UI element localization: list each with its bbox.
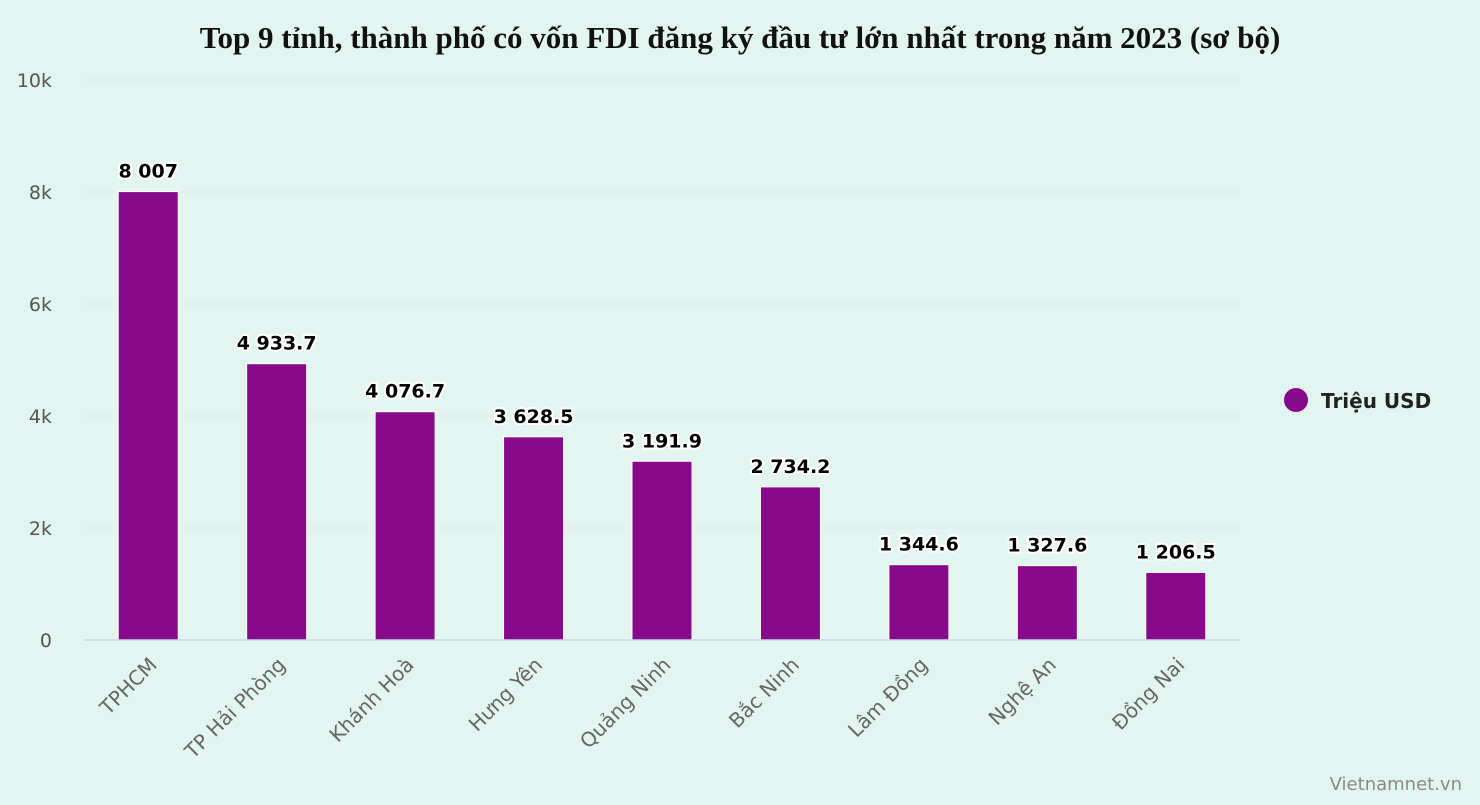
legend-swatch[interactable] bbox=[1284, 388, 1308, 412]
x-tick-label: Quảng Ninh bbox=[575, 653, 676, 754]
bar[interactable] bbox=[1145, 571, 1207, 641]
x-tick-label: Hưng Yên bbox=[464, 653, 547, 736]
bar[interactable] bbox=[1016, 565, 1078, 641]
y-tick-label: 2k bbox=[29, 518, 52, 540]
data-label: 3 191.9 bbox=[622, 430, 702, 452]
data-label: 1 344.6 bbox=[879, 534, 959, 556]
x-axis: TPHCM TP Hải Phòng Khánh Hoà Hưng Yên Quảng … bbox=[84, 639, 1240, 764]
legend[interactable]: Triệu USD bbox=[1284, 388, 1431, 413]
data-label: 1 206.5 bbox=[1136, 541, 1216, 563]
bar[interactable] bbox=[246, 363, 308, 641]
y-tick-label: 4k bbox=[29, 406, 52, 428]
source-credit: Vietnamnet.vn bbox=[1330, 774, 1462, 795]
y-tick-label: 10k bbox=[17, 70, 52, 92]
bar-series: 8 007 4 933.7 4 076.7 3 628.5 3 191.9 2 734.2… bbox=[116, 159, 1218, 641]
data-label: 2 734.2 bbox=[750, 456, 830, 478]
y-tick-label: 6k bbox=[29, 294, 52, 316]
chart-title: Top 9 tỉnh, thành phố có vốn FDI đăng ký… bbox=[200, 20, 1281, 55]
bar[interactable] bbox=[759, 486, 821, 641]
x-tick-label: Bắc Ninh bbox=[724, 653, 804, 733]
data-label: 3 628.5 bbox=[494, 406, 574, 428]
y-tick-label: 8k bbox=[29, 182, 52, 204]
bar[interactable] bbox=[117, 191, 179, 641]
x-tick-label: Khánh Hoà bbox=[324, 653, 418, 747]
data-label: 4 076.7 bbox=[365, 381, 445, 403]
x-tick-label: Nghệ An bbox=[984, 653, 1061, 730]
x-tick-label: Lâm Đồng bbox=[843, 653, 932, 742]
x-tick-label: TPHCM bbox=[94, 653, 162, 721]
bar[interactable] bbox=[374, 411, 436, 641]
y-tick-label: 0 bbox=[40, 630, 52, 652]
data-label: 4 933.7 bbox=[237, 333, 317, 355]
y-axis: 0 2k 4k 6k 8k 10k bbox=[17, 70, 52, 652]
bar[interactable] bbox=[888, 564, 950, 641]
legend-label[interactable]: Triệu USD bbox=[1321, 389, 1431, 413]
x-tick-label: Đồng Nai bbox=[1107, 653, 1189, 735]
data-label: 8 007 bbox=[118, 161, 178, 183]
data-label: 1 327.6 bbox=[1007, 535, 1087, 557]
bar[interactable] bbox=[503, 436, 565, 641]
bar[interactable] bbox=[631, 460, 693, 641]
x-tick-label: TP Hải Phòng bbox=[179, 653, 290, 764]
